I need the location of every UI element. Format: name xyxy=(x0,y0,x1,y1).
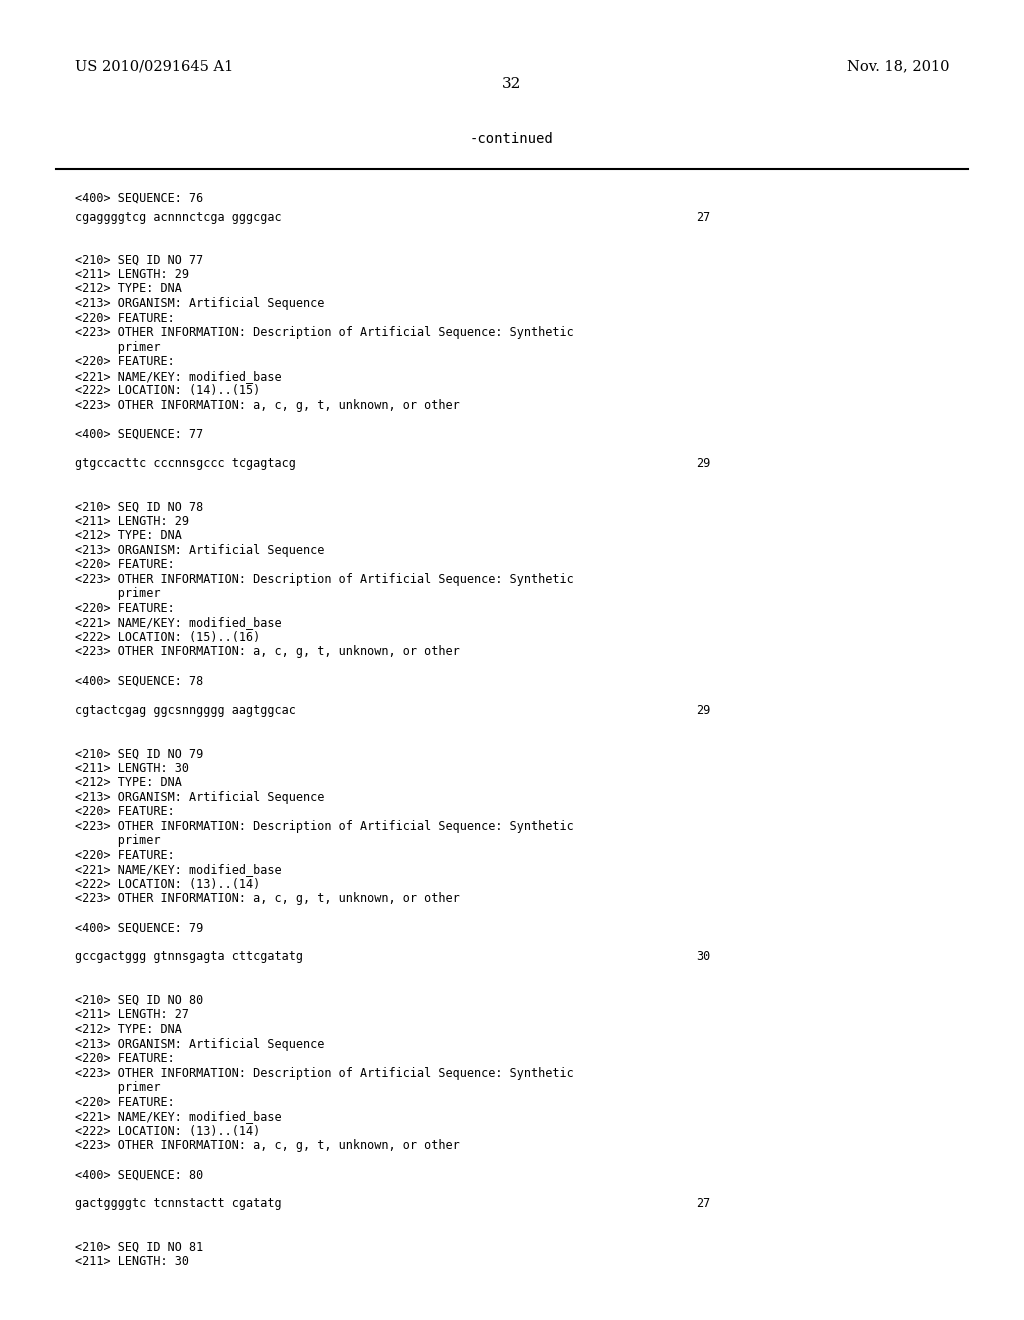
Text: 29: 29 xyxy=(696,457,711,470)
Text: <212> TYPE: DNA: <212> TYPE: DNA xyxy=(75,529,181,543)
Text: <220> FEATURE:: <220> FEATURE: xyxy=(75,1052,174,1065)
Text: <212> TYPE: DNA: <212> TYPE: DNA xyxy=(75,282,181,296)
Text: <211> LENGTH: 27: <211> LENGTH: 27 xyxy=(75,1008,188,1022)
Text: primer: primer xyxy=(75,587,160,601)
Text: <222> LOCATION: (14)..(15): <222> LOCATION: (14)..(15) xyxy=(75,384,260,397)
Text: <213> ORGANISM: Artificial Sequence: <213> ORGANISM: Artificial Sequence xyxy=(75,297,325,310)
Text: 29: 29 xyxy=(696,704,711,717)
Text: <211> LENGTH: 30: <211> LENGTH: 30 xyxy=(75,762,188,775)
Text: <213> ORGANISM: Artificial Sequence: <213> ORGANISM: Artificial Sequence xyxy=(75,791,325,804)
Text: <222> LOCATION: (13)..(14): <222> LOCATION: (13)..(14) xyxy=(75,1125,260,1138)
Text: <211> LENGTH: 29: <211> LENGTH: 29 xyxy=(75,268,188,281)
Text: <210> SEQ ID NO 77: <210> SEQ ID NO 77 xyxy=(75,253,203,267)
Text: <213> ORGANISM: Artificial Sequence: <213> ORGANISM: Artificial Sequence xyxy=(75,1038,325,1051)
Text: <223> OTHER INFORMATION: a, c, g, t, unknown, or other: <223> OTHER INFORMATION: a, c, g, t, unk… xyxy=(75,399,460,412)
Text: <221> NAME/KEY: modified_base: <221> NAME/KEY: modified_base xyxy=(75,370,282,383)
Text: Nov. 18, 2010: Nov. 18, 2010 xyxy=(847,59,949,74)
Text: <220> FEATURE:: <220> FEATURE: xyxy=(75,355,174,368)
Text: <210> SEQ ID NO 78: <210> SEQ ID NO 78 xyxy=(75,500,203,513)
Text: -continued: -continued xyxy=(470,132,554,147)
Text: US 2010/0291645 A1: US 2010/0291645 A1 xyxy=(75,59,233,74)
Text: <223> OTHER INFORMATION: Description of Artificial Sequence: Synthetic: <223> OTHER INFORMATION: Description of … xyxy=(75,326,573,339)
Text: <220> FEATURE:: <220> FEATURE: xyxy=(75,558,174,572)
Text: <220> FEATURE:: <220> FEATURE: xyxy=(75,602,174,615)
Text: <210> SEQ ID NO 79: <210> SEQ ID NO 79 xyxy=(75,747,203,760)
Text: <223> OTHER INFORMATION: a, c, g, t, unknown, or other: <223> OTHER INFORMATION: a, c, g, t, unk… xyxy=(75,645,460,659)
Text: gccgactggg gtnnsgagta cttcgatatg: gccgactggg gtnnsgagta cttcgatatg xyxy=(75,950,303,964)
Text: gtgccacttc cccnnsgccc tcgagtacg: gtgccacttc cccnnsgccc tcgagtacg xyxy=(75,457,296,470)
Text: cgaggggtcg acnnnctcga gggcgac: cgaggggtcg acnnnctcga gggcgac xyxy=(75,211,282,224)
Text: <222> LOCATION: (13)..(14): <222> LOCATION: (13)..(14) xyxy=(75,878,260,891)
Text: <400> SEQUENCE: 77: <400> SEQUENCE: 77 xyxy=(75,428,203,441)
Text: gactggggtc tcnnstactt cgatatg: gactggggtc tcnnstactt cgatatg xyxy=(75,1197,282,1210)
Text: <220> FEATURE:: <220> FEATURE: xyxy=(75,312,174,325)
Text: <220> FEATURE:: <220> FEATURE: xyxy=(75,805,174,818)
Text: <212> TYPE: DNA: <212> TYPE: DNA xyxy=(75,776,181,789)
Text: <210> SEQ ID NO 81: <210> SEQ ID NO 81 xyxy=(75,1241,203,1254)
Text: 27: 27 xyxy=(696,1197,711,1210)
Text: <211> LENGTH: 30: <211> LENGTH: 30 xyxy=(75,1255,188,1269)
Text: <222> LOCATION: (15)..(16): <222> LOCATION: (15)..(16) xyxy=(75,631,260,644)
Text: <400> SEQUENCE: 79: <400> SEQUENCE: 79 xyxy=(75,921,203,935)
Text: <221> NAME/KEY: modified_base: <221> NAME/KEY: modified_base xyxy=(75,1110,282,1123)
Text: <221> NAME/KEY: modified_base: <221> NAME/KEY: modified_base xyxy=(75,616,282,630)
Text: <400> SEQUENCE: 80: <400> SEQUENCE: 80 xyxy=(75,1168,203,1181)
Text: <211> LENGTH: 29: <211> LENGTH: 29 xyxy=(75,515,188,528)
Text: 30: 30 xyxy=(696,950,711,964)
Text: <223> OTHER INFORMATION: a, c, g, t, unknown, or other: <223> OTHER INFORMATION: a, c, g, t, unk… xyxy=(75,1139,460,1152)
Text: primer: primer xyxy=(75,1081,160,1094)
Text: <400> SEQUENCE: 76: <400> SEQUENCE: 76 xyxy=(75,191,203,205)
Text: <220> FEATURE:: <220> FEATURE: xyxy=(75,1096,174,1109)
Text: primer: primer xyxy=(75,341,160,354)
Text: <400> SEQUENCE: 78: <400> SEQUENCE: 78 xyxy=(75,675,203,688)
Text: <223> OTHER INFORMATION: Description of Artificial Sequence: Synthetic: <223> OTHER INFORMATION: Description of … xyxy=(75,573,573,586)
Text: <212> TYPE: DNA: <212> TYPE: DNA xyxy=(75,1023,181,1036)
Text: <220> FEATURE:: <220> FEATURE: xyxy=(75,849,174,862)
Text: cgtactcgag ggcsnngggg aagtggcac: cgtactcgag ggcsnngggg aagtggcac xyxy=(75,704,296,717)
Text: <210> SEQ ID NO 80: <210> SEQ ID NO 80 xyxy=(75,994,203,1007)
Text: <223> OTHER INFORMATION: a, c, g, t, unknown, or other: <223> OTHER INFORMATION: a, c, g, t, unk… xyxy=(75,892,460,906)
Text: 27: 27 xyxy=(696,211,711,224)
Text: <223> OTHER INFORMATION: Description of Artificial Sequence: Synthetic: <223> OTHER INFORMATION: Description of … xyxy=(75,1067,573,1080)
Text: 32: 32 xyxy=(503,77,521,91)
Text: <213> ORGANISM: Artificial Sequence: <213> ORGANISM: Artificial Sequence xyxy=(75,544,325,557)
Text: primer: primer xyxy=(75,834,160,847)
Text: <221> NAME/KEY: modified_base: <221> NAME/KEY: modified_base xyxy=(75,863,282,876)
Text: <223> OTHER INFORMATION: Description of Artificial Sequence: Synthetic: <223> OTHER INFORMATION: Description of … xyxy=(75,820,573,833)
